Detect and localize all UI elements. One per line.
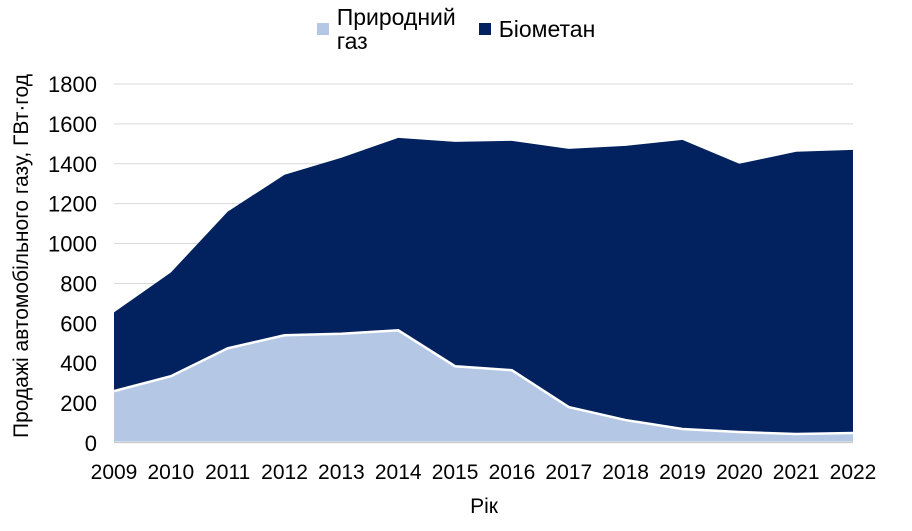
x-tick-label: 2016 <box>489 461 536 484</box>
y-tick-label: 1000 <box>48 232 97 257</box>
x-tick-label: 2014 <box>375 461 422 484</box>
x-tick-label: 2015 <box>432 461 479 484</box>
x-tick-label: 2013 <box>318 461 365 484</box>
x-tick-label: 2020 <box>716 461 763 484</box>
y-tick-label: 200 <box>60 391 97 416</box>
x-tick-label: 2021 <box>773 461 820 484</box>
x-tick-label: 2022 <box>830 461 877 484</box>
y-tick-label: 800 <box>60 271 97 296</box>
y-tick-label: 0 <box>85 431 97 456</box>
y-tick-label: 1600 <box>48 112 97 137</box>
y-tick-label: 1200 <box>48 192 97 217</box>
y-tick-label: 600 <box>60 311 97 336</box>
x-tick-label: 2010 <box>147 461 194 484</box>
y-tick-label: 1400 <box>48 152 97 177</box>
x-tick-label: 2012 <box>261 461 308 484</box>
x-tick-label: 2018 <box>602 461 649 484</box>
x-axis-title: Рік <box>470 495 498 518</box>
x-tick-label: 2019 <box>659 461 706 484</box>
area-natural-gas <box>114 330 853 442</box>
x-tick-label: 2011 <box>205 461 250 484</box>
y-tick-label: 400 <box>60 351 97 376</box>
series-separator-line <box>113 329 854 436</box>
y-tick-label: 1800 <box>48 72 97 97</box>
x-tick-label: 2009 <box>91 461 138 484</box>
x-tick-label: 2017 <box>545 461 592 484</box>
